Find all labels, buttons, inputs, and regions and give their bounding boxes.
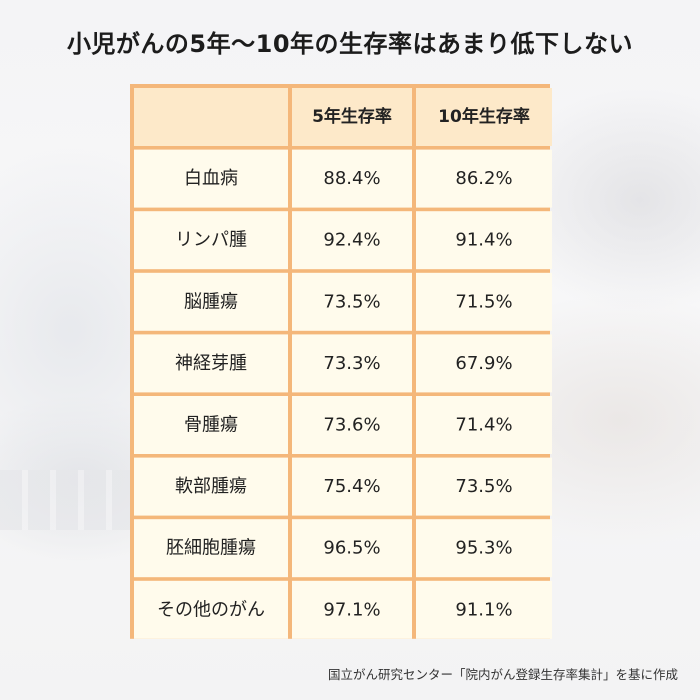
row-label-cell: [134, 580, 288, 639]
row-label: その他のがん: [157, 599, 265, 620]
value-label: 67.9%: [455, 353, 512, 374]
value-cell: [416, 211, 552, 270]
column-header: 5年生存率: [312, 106, 392, 127]
row-label-cell: [134, 519, 288, 578]
value-cell: [292, 396, 412, 454]
row-label-cell: [134, 149, 288, 208]
value-cell: [292, 457, 412, 516]
value-cell: [416, 580, 552, 639]
value-cell: [416, 457, 552, 516]
value-label: 75.4%: [323, 476, 380, 497]
row-label-cell: [134, 211, 288, 270]
value-label: 73.5%: [323, 291, 380, 312]
source-note: 国立がん研究センター「院内がん登録生存率集計」を基に作成: [327, 667, 678, 682]
value-label: 73.5%: [455, 476, 512, 497]
value-cell: [292, 334, 412, 393]
row-label-cell: [134, 272, 288, 331]
value-label: 95.3%: [455, 538, 512, 559]
row-label: 白血病: [184, 168, 238, 189]
chart-title: 小児がんの5年〜10年の生存率はあまり低下しない: [66, 30, 634, 58]
value-label: 96.5%: [323, 538, 380, 559]
row-label: 神経芽腫: [175, 353, 247, 374]
value-label: 86.2%: [455, 168, 512, 189]
value-cell: [416, 519, 552, 578]
row-label: 脳腫瘍: [184, 291, 238, 312]
column-header: 10年生存率: [438, 106, 530, 127]
value-label: 92.4%: [323, 230, 380, 251]
value-cell: [416, 149, 552, 208]
value-label: 91.4%: [455, 230, 512, 251]
value-cell: [416, 272, 552, 331]
value-label: 71.4%: [455, 415, 512, 436]
value-cell: [292, 272, 412, 331]
value-label: 73.6%: [323, 415, 380, 436]
value-label: 88.4%: [323, 168, 380, 189]
header-cell: [292, 88, 412, 146]
row-label: リンパ腫: [175, 230, 247, 251]
value-cell: [416, 334, 552, 393]
row-label-cell: [134, 457, 288, 516]
value-label: 97.1%: [323, 599, 380, 620]
row-label: 胚細胞腫瘍: [166, 538, 256, 559]
header-cell: [134, 88, 288, 146]
row-label: 軟部腫瘍: [175, 476, 247, 497]
header-cell: [416, 88, 552, 146]
value-cell: [292, 149, 412, 208]
value-label: 71.5%: [455, 291, 512, 312]
background-keyboard: [0, 470, 130, 530]
value-cell: [292, 580, 412, 639]
value-cell: [292, 211, 412, 270]
value-label: 91.1%: [455, 599, 512, 620]
value-cell: [416, 396, 552, 454]
row-label-cell: [134, 334, 288, 393]
value-cell: [292, 519, 412, 578]
row-label-cell: [134, 396, 288, 454]
row-label: 骨腫瘍: [184, 415, 238, 436]
value-label: 73.3%: [323, 353, 380, 374]
